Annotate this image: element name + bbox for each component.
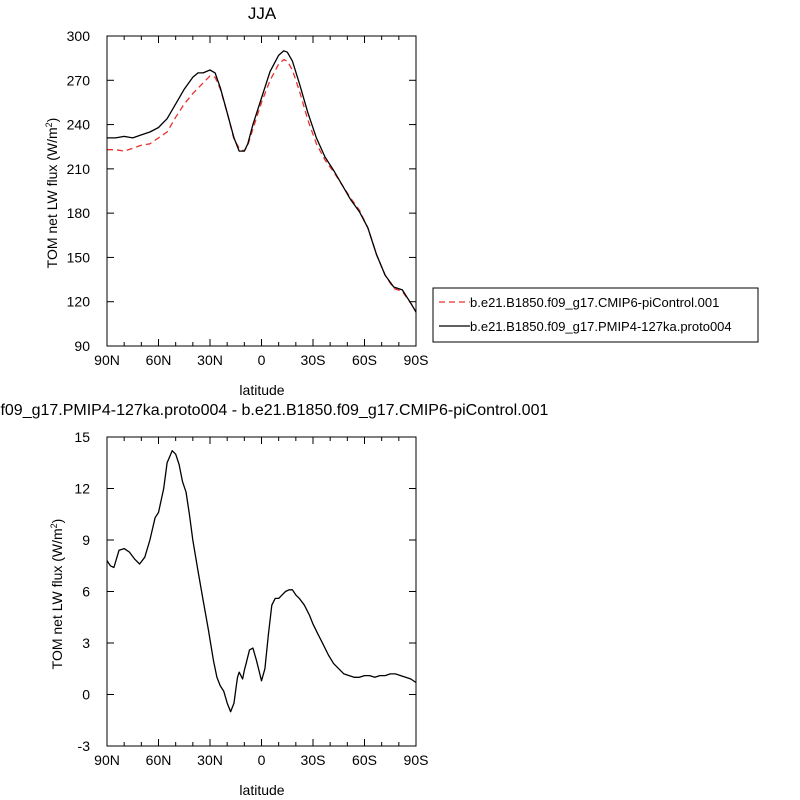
top-panel-ticks: 90N 60N 30N 0 30S 60S 90S 90 120 150 180 210 240 270 3… (67, 28, 429, 368)
top-panel-series-line-0 (107, 58, 417, 313)
bottom-panel-ticks: 90N 60N 30N 0 30S 60S 90S -3 0 3 6 9 12 15 (74, 429, 428, 768)
legend-label-127ka: b.e21.B1850.f09_g17.PMIP4-127ka.proto004 (470, 319, 732, 334)
top-panel-xtick-label: 0 (258, 352, 266, 368)
bottom-panel-xtick-label: 60N (146, 752, 172, 768)
top-panel-series-group (107, 50, 417, 313)
top-panel-xtick-label: 30N (197, 352, 223, 368)
bottom-panel-frame (106, 436, 417, 747)
top-panel-frame (106, 35, 417, 347)
top-panel-xtick-label: 90S (404, 352, 429, 368)
top-panel-xtick-label: 60N (146, 352, 172, 368)
top-panel-ytick-label: 180 (67, 205, 91, 221)
bottom-panel-xtick-label: 90N (94, 752, 120, 768)
bottom-panel-series-line-0 (106, 450, 417, 713)
legend-label-picontrol: b.e21.B1850.f09_g17.CMIP6-piControl.001 (470, 295, 719, 310)
bottom-panel-xtick-label: 90S (404, 752, 429, 768)
top-panel-x-axis-label: latitude (239, 382, 284, 398)
top-panel-xtick-label: 60S (352, 352, 377, 368)
bottom-panel-y-axis-label: TOM net LW flux (W/m2) (49, 519, 65, 670)
legend-box (432, 287, 759, 343)
bottom-panel-ytick-label: -3 (78, 738, 91, 754)
top-panel-ytick-label: 150 (67, 249, 91, 265)
legend: b.e21.B1850.f09_g17.CMIP6-piControl.001 … (432, 287, 759, 343)
bottom-panel-x-axis-label: latitude (239, 782, 284, 798)
top-panel-xtick-label: 30S (301, 352, 326, 368)
bottom-panel-ytick-label: 9 (82, 532, 90, 548)
top-panel-ytick-label: 300 (67, 28, 91, 44)
bottom-panel-ytick-label: 12 (74, 481, 90, 497)
top-panel-y-axis-label: TOM net LW flux (W/m2) (44, 118, 60, 269)
bottom-panel-xtick-label: 0 (258, 752, 266, 768)
bottom-panel-series-group (106, 450, 417, 713)
top-panel: JJA latitude TOM net LW flux (W/m2) 90N 6… (44, 4, 428, 398)
top-panel-ytick-label: 120 (67, 294, 91, 310)
bottom-panel-ytick-label: 15 (74, 429, 90, 445)
top-panel-ytick-label: 240 (67, 117, 91, 133)
bottom-panel-xtick-label: 30N (197, 752, 223, 768)
top-panel-ytick-label: 210 (67, 161, 91, 177)
top-panel-ytick-label: 270 (67, 72, 91, 88)
top-panel-title: JJA (248, 4, 277, 23)
bottom-panel-ytick-label: 3 (82, 635, 90, 651)
bottom-panel-title: .f09_g17.PMIP4-127ka.proto004 - b.e21.B1… (0, 402, 548, 419)
bottom-panel-xtick-label: 30S (301, 752, 326, 768)
top-panel-xtick-label: 90N (94, 352, 120, 368)
bottom-panel-ytick-label: 6 (82, 584, 90, 600)
bottom-panel: .f09_g17.PMIP4-127ka.proto004 - b.e21.B1… (0, 402, 548, 798)
top-panel-series-line-1 (107, 50, 417, 313)
bottom-panel-xtick-label: 60S (352, 752, 377, 768)
top-panel-ytick-label: 90 (74, 338, 90, 354)
bottom-panel-ytick-label: 0 (82, 687, 90, 703)
